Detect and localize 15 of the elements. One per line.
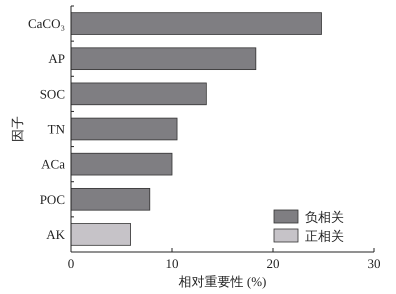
legend-label: 正相关 — [305, 228, 344, 244]
x-tick-label: 20 — [266, 256, 280, 271]
y-tick-label: TN — [48, 122, 66, 136]
y-tick-label: CaCO₃ — [28, 16, 65, 32]
x-tick-label: 10 — [166, 256, 178, 271]
y-tick-label: AP — [48, 51, 65, 66]
x-tick-label: 0 — [68, 256, 74, 271]
x-axis-title: 相对重要性 (%) — [178, 274, 266, 289]
y-tick-label: POC — [40, 192, 65, 207]
legend-label: 负相关 — [305, 210, 344, 224]
x-tick-label: 30 — [368, 256, 380, 271]
y-tick-label: SOC — [40, 86, 65, 102]
y-tick-label: AK — [46, 226, 66, 242]
y-tick-label: ACa — [41, 156, 66, 172]
y-axis-title: 因子 — [10, 116, 25, 142]
